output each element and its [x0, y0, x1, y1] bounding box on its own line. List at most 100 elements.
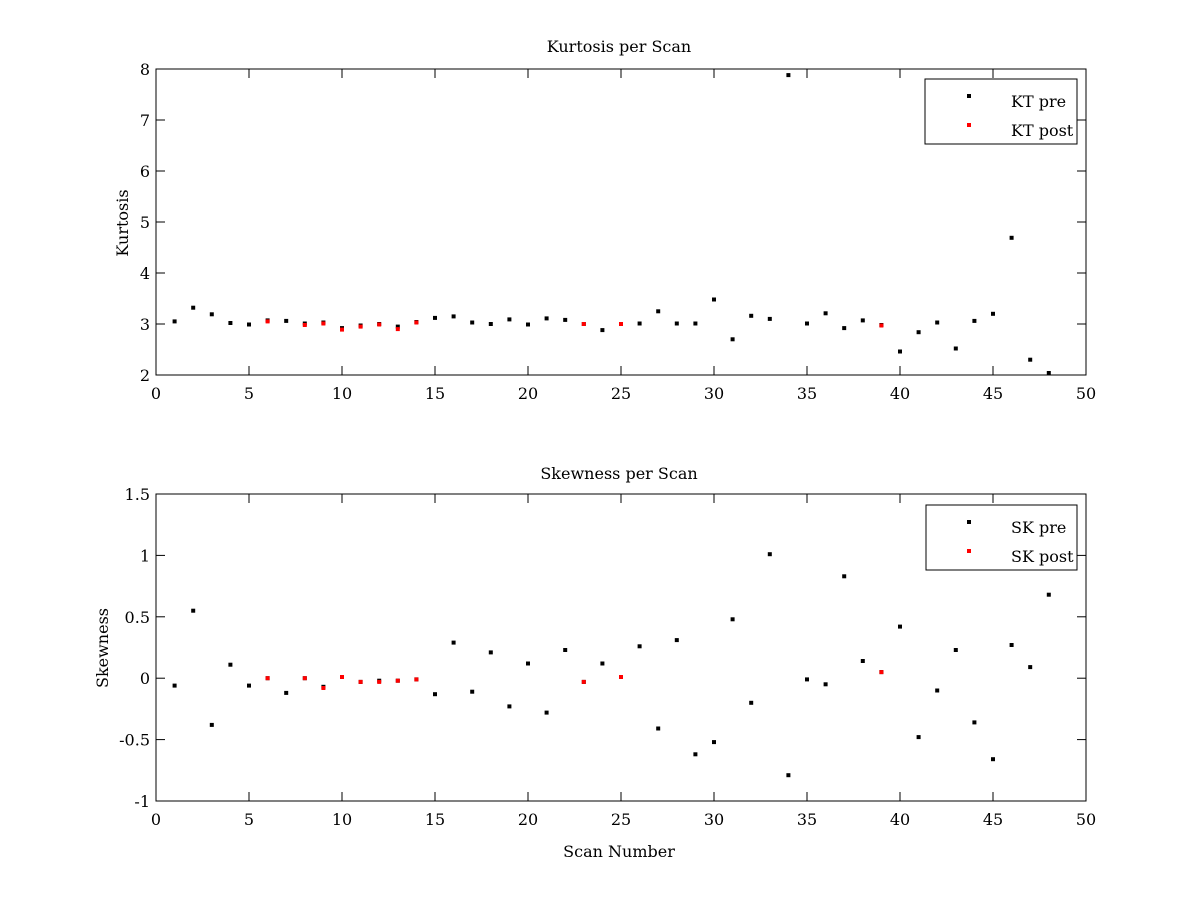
skewness-pre-point: [898, 624, 902, 629]
kurtosis-pre-point: [228, 321, 233, 325]
skewness-post-point: [879, 670, 884, 675]
kurtosis-pre-point: [637, 321, 642, 326]
kurtosis-pre-point: [898, 349, 902, 354]
skewness-pre-point: [637, 644, 642, 649]
y-tick-label: -1: [134, 792, 150, 811]
skewness-post-point: [377, 679, 382, 684]
kurtosis-post-point: [377, 322, 382, 327]
skewness-pre-point: [451, 640, 456, 645]
skewness-pre-point: [693, 752, 698, 757]
skewness-pre-point: [191, 608, 196, 613]
x-tick-label: 50: [1076, 384, 1096, 403]
skewness-post-point: [265, 676, 270, 681]
skewness-post-point: [581, 679, 586, 684]
y-tick-label: 3: [140, 315, 150, 334]
x-tick-label: 20: [518, 384, 538, 403]
skewness-pre-point: [1046, 592, 1051, 597]
kurtosis-post-point: [302, 323, 307, 327]
kurtosis-chart-title: Kurtosis per Scan: [547, 37, 691, 56]
skewness-pre-point: [507, 704, 512, 709]
kurtosis-pre-point: [563, 317, 568, 322]
skewness-pre-point: [972, 720, 977, 725]
kurtosis-post-point: [619, 322, 623, 326]
kurtosis-post-point: [265, 319, 270, 324]
kurtosis-post-point: [340, 327, 344, 332]
kurtosis-pre-point: [1028, 357, 1033, 362]
kt-post-legend-marker: [967, 123, 971, 127]
skewness-pre-point: [247, 683, 251, 688]
kurtosis-post-point: [321, 321, 326, 326]
y-tick-label: 5: [140, 213, 150, 232]
x-tick-label: 30: [704, 384, 724, 403]
skewness-pre-point: [712, 740, 716, 745]
kurtosis-post-point: [358, 324, 363, 329]
skewness-pre-point: [823, 682, 828, 687]
skewness-pre-point: [172, 683, 177, 688]
skewness-pre-point: [749, 700, 754, 705]
kurtosis-legend-box: [924, 78, 1078, 145]
kurtosis-pre-point: [209, 312, 214, 317]
kurtosis-pre-point: [860, 318, 865, 323]
kurtosis-data-points: [172, 73, 1051, 375]
kurtosis-pre-point: [433, 315, 437, 320]
kurtosis-pre-point: [767, 316, 772, 321]
kurtosis-pre-point: [786, 73, 791, 78]
kurtosis-legend: KT pre KT post: [924, 78, 1078, 145]
skewness-pre-point: [1028, 665, 1033, 670]
y-tick-label: 7: [140, 111, 150, 130]
kurtosis-pre-point: [712, 297, 716, 302]
kurtosis-pre-point: [991, 311, 995, 316]
skewness-pre-point: [953, 648, 958, 652]
x-tick-label: 35: [797, 384, 817, 403]
x-tick-label: 40: [890, 384, 910, 403]
kt-post-legend-label: KT post: [1011, 121, 1074, 140]
skewness-legend-box: [925, 504, 1078, 571]
y-tick-label: 6: [140, 162, 150, 181]
skewness-pre-point: [600, 661, 605, 666]
skewness-y-axis-label: Skewness: [93, 608, 112, 688]
kurtosis-pre-point: [600, 328, 605, 333]
x-tick-label: 20: [518, 810, 538, 829]
kurtosis-pre-point: [674, 321, 679, 326]
kurtosis-y-axis-label: Kurtosis: [113, 189, 132, 256]
skewness-data-points: [172, 552, 1051, 778]
x-tick-label: 35: [797, 810, 817, 829]
sk-post-legend-label: SK post: [1011, 547, 1074, 566]
skewness-ticks: 0 5 10 15 20 25 30 35 40 45 50 -1 -0.5 0 0.5 1 1.5: [119, 485, 1096, 829]
kurtosis-pre-point: [1046, 371, 1051, 375]
skewness-x-axis-label: Scan Number: [563, 842, 675, 861]
x-tick-label: 15: [425, 810, 445, 829]
sk-pre-legend-marker: [967, 520, 971, 524]
kt-pre-legend-marker: [967, 94, 971, 98]
kurtosis-pre-point: [172, 319, 177, 324]
skewness-post-point: [395, 678, 400, 683]
skewness-panel: Skewness per Scan Skewness Scan Number 0…: [93, 464, 1096, 861]
skewness-pre-point: [935, 688, 940, 693]
x-tick-label: 0: [151, 810, 161, 829]
skewness-pre-point: [1009, 643, 1014, 647]
y-tick-label: 2: [140, 366, 150, 385]
x-tick-label: 45: [983, 384, 1003, 403]
x-tick-label: 15: [425, 384, 445, 403]
skewness-pre-point: [860, 659, 865, 663]
skewness-pre-point: [526, 661, 530, 666]
kurtosis-pre-point: [749, 313, 754, 318]
y-tick-label: 0: [140, 669, 150, 688]
skewness-pre-point: [563, 648, 568, 652]
kurtosis-pre-point: [544, 316, 549, 321]
kurtosis-pre-point: [916, 330, 921, 335]
x-tick-label: 50: [1076, 810, 1096, 829]
skewness-pre-point: [916, 735, 921, 740]
skewness-post-point: [358, 679, 363, 684]
skewness-post-point: [321, 686, 326, 690]
skewness-pre-point: [488, 650, 493, 655]
kurtosis-panel: Kurtosis per Scan Kurtosis 0 5 10 15 20 25 30 3…: [113, 37, 1096, 403]
kurtosis-pre-point: [191, 305, 196, 310]
kurtosis-pre-point: [526, 322, 530, 327]
y-tick-label: -0.5: [119, 731, 150, 750]
kurtosis-post-point: [395, 327, 400, 332]
kurtosis-post-point: [414, 320, 419, 325]
skewness-pre-point: [228, 662, 233, 667]
kurtosis-pre-point: [451, 314, 456, 319]
